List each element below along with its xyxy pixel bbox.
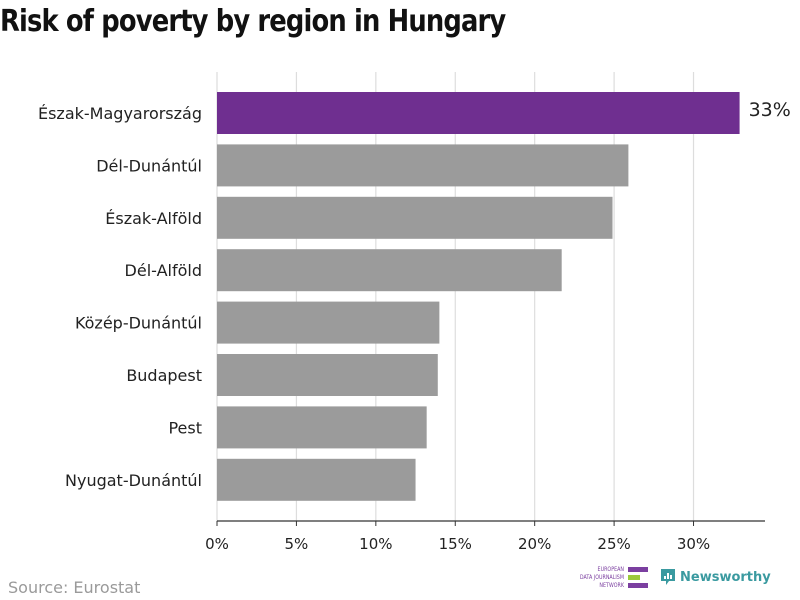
x-tick-label: 30% xyxy=(677,535,710,553)
category-label: Pest xyxy=(168,418,202,437)
bar xyxy=(217,354,438,396)
category-label: Nyugat-Dunántúl xyxy=(65,471,202,490)
bar xyxy=(217,406,427,449)
bar xyxy=(217,144,629,187)
edjnet-logo: EUROPEAN DATA JOURNALISM NETWORK xyxy=(560,566,650,590)
category-label: Dél-Alföld xyxy=(125,261,202,280)
bar xyxy=(217,249,562,292)
x-tick-label: 5% xyxy=(285,535,309,553)
category-label: Közép-Dunántúl xyxy=(75,314,202,333)
x-tick-label: 25% xyxy=(597,535,630,553)
gridlines xyxy=(216,72,695,521)
edjnet-logo-line-2: DATA JOURNALISM xyxy=(579,574,624,581)
x-axis: 0% 5% 10% 15% 20% 25% 30% xyxy=(205,520,765,553)
x-tick-label: 20% xyxy=(518,535,551,553)
chart-title: Risk of poverty by region in Hungary xyxy=(0,4,506,39)
edjnet-logo-line-1: EUROPEAN xyxy=(597,566,624,573)
source-note: Source: Eurostat xyxy=(8,578,141,597)
edjnet-logo-bar-2 xyxy=(628,575,640,580)
bar xyxy=(217,458,416,501)
x-tick-label: 15% xyxy=(439,535,472,553)
newsworthy-chart-icon xyxy=(661,569,675,585)
category-label: Budapest xyxy=(126,366,202,385)
bar xyxy=(217,92,740,134)
bars xyxy=(217,92,740,501)
category-labels: Észak-Magyarország 33% Dél-Dunántúl Észak-A… xyxy=(38,99,791,490)
category-label: Dél-Dunántúl xyxy=(96,156,202,175)
category-label: Észak-Magyarország xyxy=(38,104,202,123)
newsworthy-wordmark: Newsworthy xyxy=(680,569,771,585)
bar xyxy=(217,301,440,344)
bar xyxy=(217,196,613,239)
value-label: 33% xyxy=(749,99,791,121)
edjnet-logo-line-3: NETWORK xyxy=(599,582,624,589)
x-tick-label: 10% xyxy=(359,535,392,553)
edjnet-logo-bar-3 xyxy=(628,583,648,588)
category-label: Észak-Alföld xyxy=(105,209,202,228)
x-tick-label: 0% xyxy=(205,535,229,553)
newsworthy-logo: Newsworthy xyxy=(660,566,771,588)
edjnet-logo-bar-1 xyxy=(628,567,648,572)
